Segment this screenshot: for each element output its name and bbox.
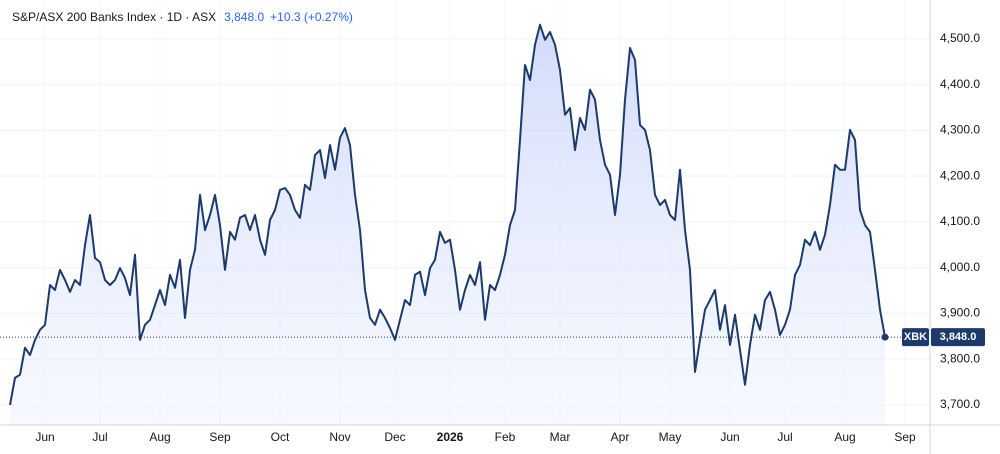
- y-tick-label: 4,000.0: [940, 260, 980, 274]
- x-tick-label: Sep: [209, 430, 231, 444]
- plot: [0, 23, 930, 425]
- y-tick-label: 3,700.0: [940, 397, 980, 411]
- price-label: 3,848.0: [940, 331, 977, 343]
- y-tick-label: 4,200.0: [940, 168, 980, 182]
- price: 3,848.0: [224, 10, 264, 24]
- x-tick-label: Jul: [92, 430, 107, 444]
- symbol-box: [902, 328, 929, 347]
- x-tick-label: Sep: [894, 430, 916, 444]
- line: [9, 23, 886, 406]
- chart-title: S&P/ASX 200 Banks Index · 1D · ASX: [12, 10, 216, 24]
- x-tick-label: May: [659, 430, 682, 444]
- x-tick-label: Jun: [720, 430, 739, 444]
- x-tick-label: Jul: [777, 430, 792, 444]
- last-point: [881, 333, 889, 341]
- header: S&P/ASX 200 Banks Index · 1D · ASX 3,848…: [12, 10, 353, 24]
- x-tick-label: Feb: [495, 430, 516, 444]
- area: [10, 24, 885, 425]
- x-tick-label: Aug: [149, 430, 170, 444]
- x-tick-label: Jun: [35, 430, 54, 444]
- change: +10.3 (+0.27%): [270, 10, 353, 24]
- price-badge: XBK 3,848.0: [902, 328, 985, 347]
- x-tick-label: 2026: [437, 430, 464, 444]
- x-tick-label: Mar: [550, 430, 571, 444]
- x-tick-label: Oct: [271, 430, 290, 444]
- x-tick-label: Dec: [384, 430, 405, 444]
- y-tick-label: 4,400.0: [940, 77, 980, 91]
- y-tick-label: 4,500.0: [940, 31, 980, 45]
- x-tick-label: Nov: [329, 430, 350, 444]
- x-tick-label: Aug: [834, 430, 855, 444]
- x-tick-label: Apr: [611, 430, 630, 444]
- y-tick-label: 3,800.0: [940, 351, 980, 365]
- price-box: [931, 328, 985, 347]
- symbol-label: XBK: [904, 331, 927, 343]
- y-tick-label: 3,900.0: [940, 306, 980, 320]
- y-tick-label: 4,300.0: [940, 123, 980, 137]
- y-tick-label: 4,100.0: [940, 214, 980, 228]
- axes: 3,700.0 3,800.0 3,900.0 4,000.0 4,100.0 4,200…: [35, 31, 980, 444]
